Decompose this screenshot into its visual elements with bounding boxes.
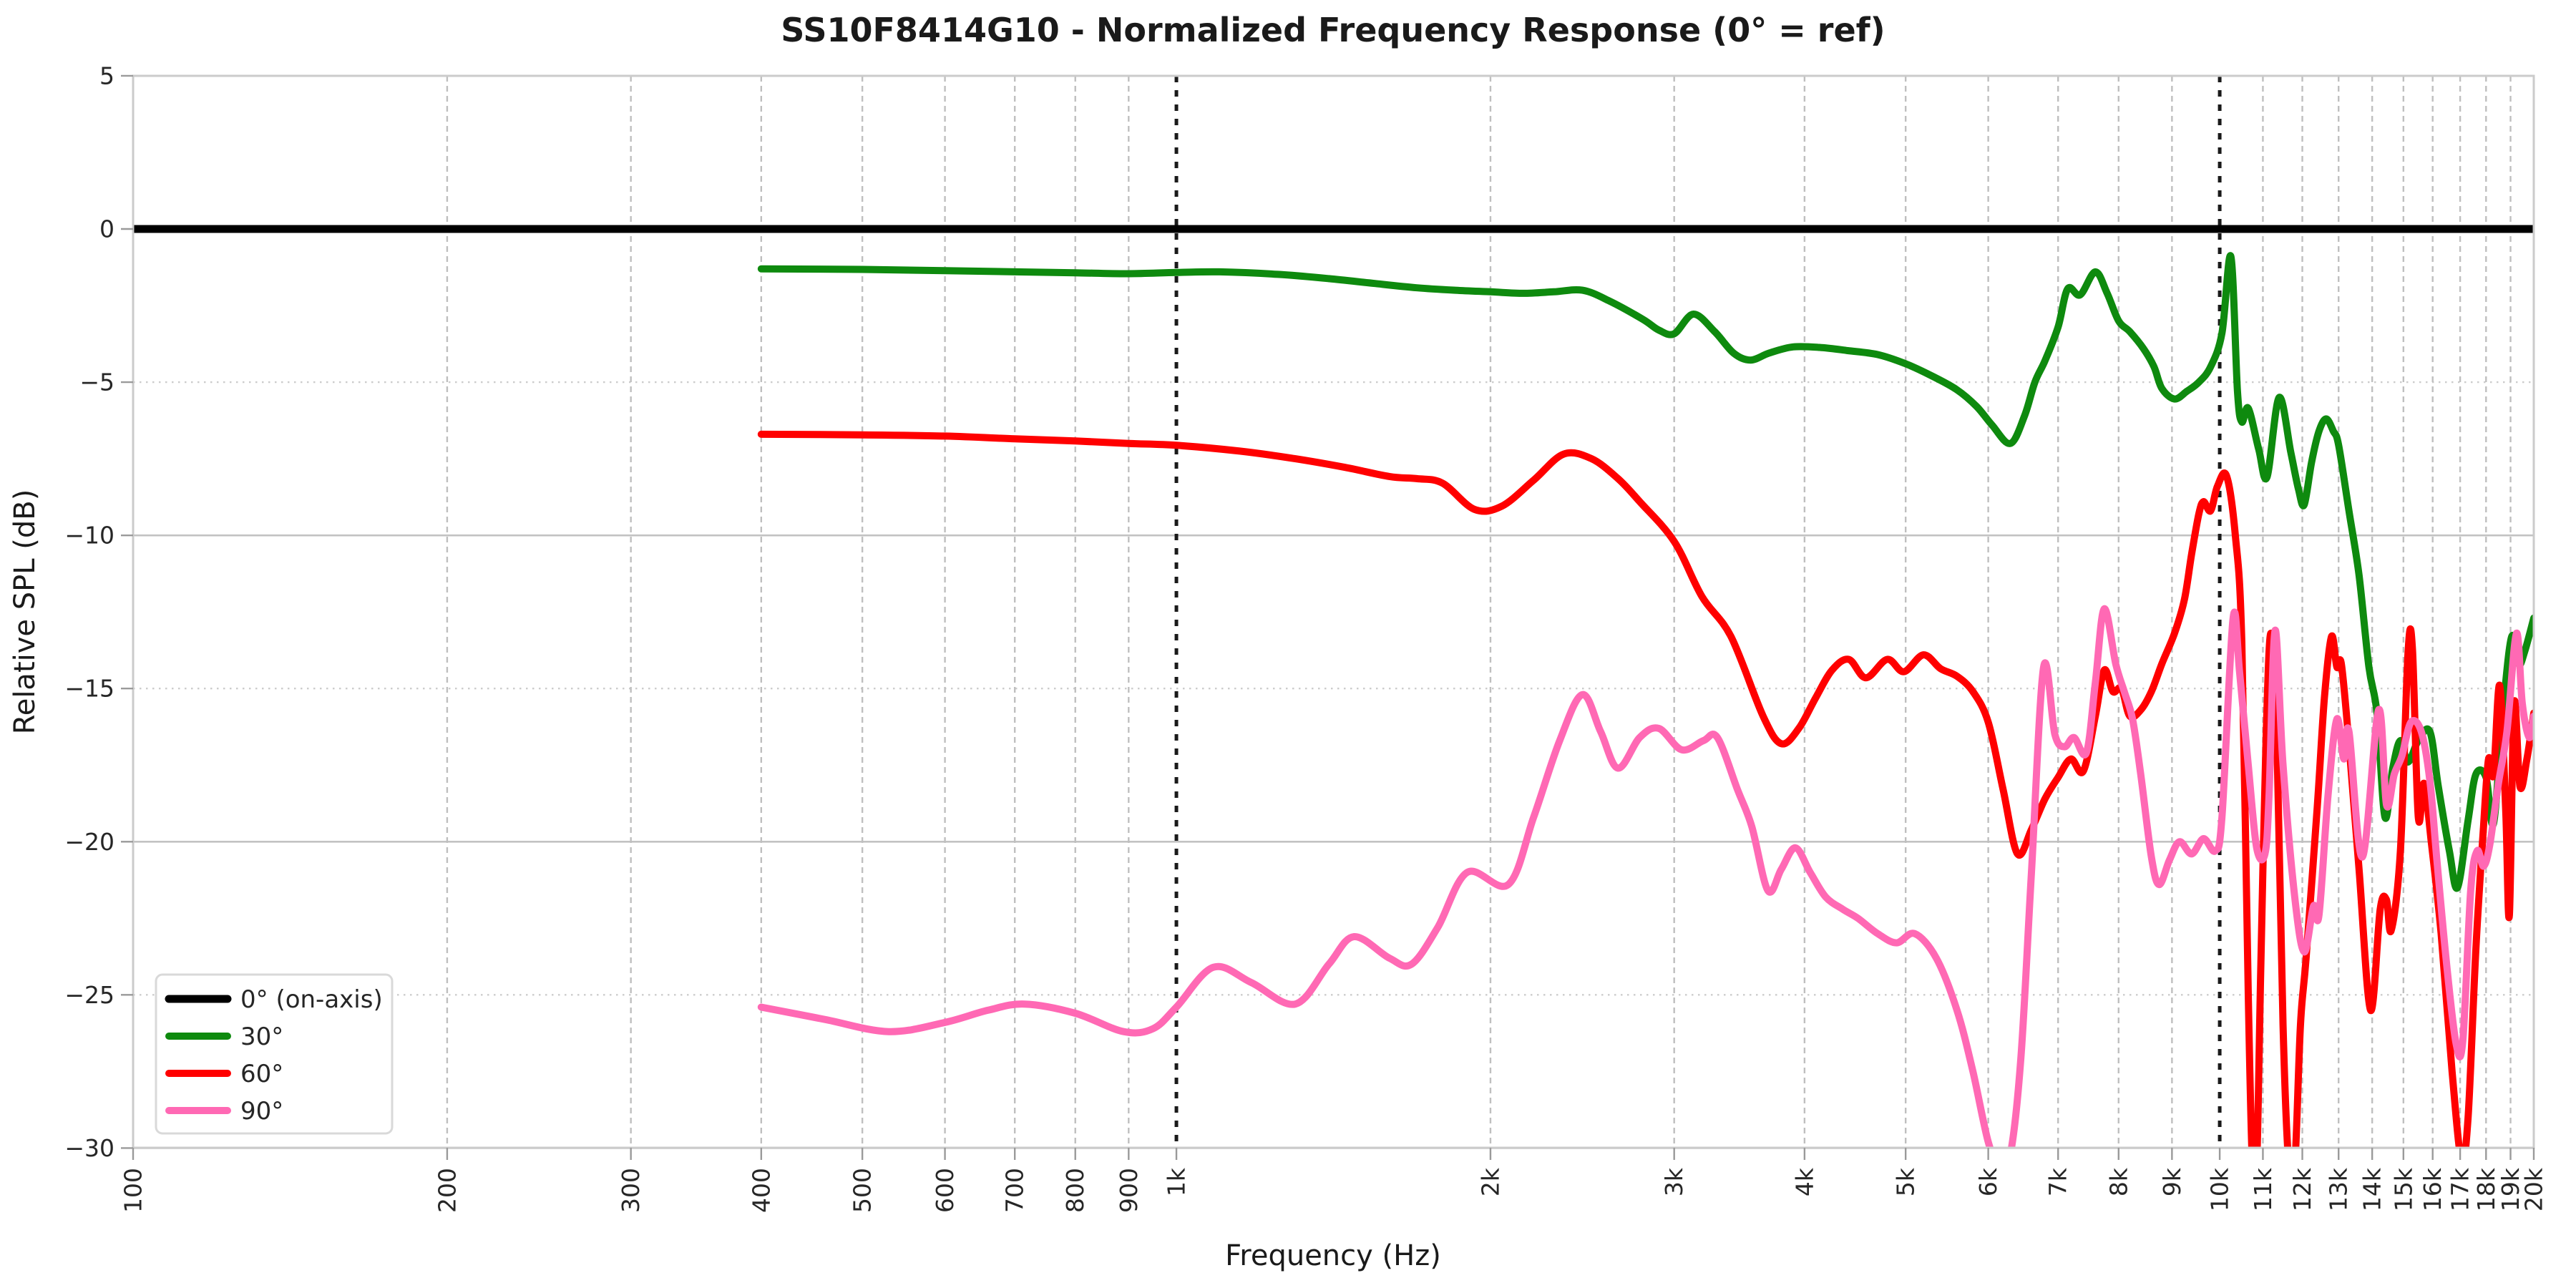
data-series [133,225,2534,1148]
x-tick-label: 11k [2249,1167,2277,1211]
x-tick-label: 1k [1163,1167,1191,1196]
x-tick-label: 13k [2325,1167,2353,1211]
y-tick-label: 0 [99,215,114,243]
plot-frame [132,74,2535,1149]
x-tick-label: 600 [931,1168,959,1213]
x-tick-label: 17k [2446,1167,2474,1211]
series-line-90 [757,605,2534,1148]
x-tick-label: 3k [1660,1167,1688,1196]
gridlines [133,74,2535,1149]
x-tick-label: 500 [849,1168,877,1213]
x-tick-label: 4k [1790,1167,1818,1196]
x-tick-label: 8k [2104,1167,2132,1196]
y-tick-label: −15 [64,675,114,703]
y-axis-label: Relative SPL (dB) [9,489,42,735]
reference-lines [1174,76,2222,1148]
legend: 0° (on-axis) 30° 60° 90° [155,973,394,1135]
x-tick-label: 19k [2497,1167,2524,1211]
x-tick-label: 900 [1115,1168,1143,1213]
legend-box [155,973,394,1135]
x-tick-label: 18k [2472,1167,2500,1211]
x-tick-label: 15k [2389,1167,2417,1211]
x-tick-label: 800 [1061,1168,1089,1213]
x-tick-label: 12k [2288,1167,2316,1211]
x-tick-label: 6k [1974,1167,2002,1196]
axis-ticks: 100 200 300 400 500 600 700 800 900 1k 2k 3k 4k 5k 6k 7… [64,62,2547,1213]
x-tick-label: 200 [433,1168,461,1213]
x-tick-label: 10k [2206,1167,2234,1211]
y-tick-label: 5 [99,62,114,89]
x-tick-label: 20k [2520,1167,2548,1211]
x-tick-label: 14k [2358,1167,2386,1211]
chart-title: SS10F8414G10 - Normalized Frequency Resp… [781,11,1885,49]
legend-label: 0° (on-axis) [240,985,383,1014]
x-tick-label: 100 [119,1168,147,1213]
y-tick-label: −10 [64,522,114,550]
x-tick-label: 7k [2044,1167,2072,1196]
legend-label: 60° [240,1060,283,1088]
x-tick-label: 2k [1476,1167,1504,1196]
x-tick-label: 400 [747,1168,775,1213]
x-axis-label: Frequency (Hz) [1225,1239,1441,1272]
y-tick-label: −20 [64,828,114,856]
legend-label: 90° [240,1097,283,1126]
y-tick-label: −5 [79,369,114,396]
plot-spines [132,74,2535,1149]
legend-label: 30° [240,1023,283,1051]
x-tick-label: 9k [2158,1167,2186,1196]
y-tick-label: −30 [64,1134,114,1162]
y-tick-label: −25 [64,981,114,1009]
x-tick-label: 300 [617,1168,645,1213]
x-tick-label: 16k [2419,1167,2446,1211]
x-tick-label: 700 [1001,1168,1029,1213]
x-tick-label: 5k [1892,1167,1920,1196]
